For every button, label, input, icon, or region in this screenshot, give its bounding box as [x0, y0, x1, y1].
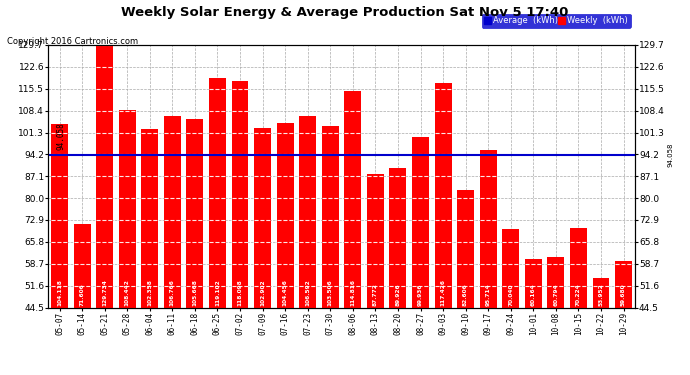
Bar	[51, 124, 68, 375]
Text: 94.058: 94.058	[667, 142, 673, 167]
Bar	[344, 91, 362, 375]
Text: 60.794: 60.794	[553, 284, 558, 306]
Text: 70.040: 70.040	[509, 284, 513, 306]
Bar	[435, 83, 451, 375]
Bar	[570, 228, 587, 375]
Bar	[254, 128, 271, 375]
Text: 71.606: 71.606	[79, 283, 85, 306]
Bar	[186, 119, 204, 375]
Text: 94.058: 94.058	[57, 123, 66, 150]
Text: 117.426: 117.426	[440, 279, 446, 306]
Bar	[232, 81, 248, 375]
Bar	[209, 78, 226, 375]
Text: 82.606: 82.606	[463, 283, 468, 306]
Text: 59.680: 59.680	[621, 284, 626, 306]
Text: 119.102: 119.102	[215, 279, 220, 306]
Bar	[119, 111, 136, 375]
Text: 106.766: 106.766	[170, 279, 175, 306]
Bar	[547, 257, 564, 375]
Text: 60.164: 60.164	[531, 283, 536, 306]
Bar	[277, 123, 294, 375]
Text: 87.772: 87.772	[373, 283, 378, 306]
Legend: Average  (kWh), Weekly  (kWh): Average (kWh), Weekly (kWh)	[482, 14, 631, 28]
Bar	[593, 278, 609, 375]
Bar	[615, 261, 632, 375]
Bar	[389, 168, 406, 375]
Text: 104.456: 104.456	[283, 279, 288, 306]
Text: 102.358: 102.358	[147, 279, 152, 306]
Bar	[480, 150, 497, 375]
Text: Weekly Solar Energy & Average Production Sat Nov 5 17:40: Weekly Solar Energy & Average Production…	[121, 6, 569, 19]
Text: 89.926: 89.926	[395, 284, 400, 306]
Text: Copyright 2016 Cartronics.com: Copyright 2016 Cartronics.com	[7, 38, 138, 46]
Bar	[322, 126, 339, 375]
Text: 53.952: 53.952	[598, 283, 604, 306]
Bar	[502, 229, 519, 375]
Text: 129.734: 129.734	[102, 279, 107, 306]
Bar	[141, 129, 158, 375]
Bar	[164, 116, 181, 375]
Bar	[96, 45, 113, 375]
Text: 105.668: 105.668	[193, 279, 197, 306]
Text: 103.506: 103.506	[328, 279, 333, 306]
Text: 102.902: 102.902	[260, 279, 265, 306]
Text: 118.098: 118.098	[237, 279, 243, 306]
Text: 114.816: 114.816	[351, 279, 355, 306]
Bar	[457, 190, 474, 375]
Text: 106.592: 106.592	[305, 279, 310, 306]
Bar	[412, 137, 429, 375]
Text: 99.936: 99.936	[418, 284, 423, 306]
Text: 70.224: 70.224	[576, 283, 581, 306]
Text: 104.118: 104.118	[57, 279, 62, 306]
Bar	[74, 224, 90, 375]
Bar	[525, 259, 542, 375]
Bar	[299, 116, 316, 375]
Text: 95.714: 95.714	[486, 283, 491, 306]
Text: 108.442: 108.442	[125, 279, 130, 306]
Bar	[367, 174, 384, 375]
